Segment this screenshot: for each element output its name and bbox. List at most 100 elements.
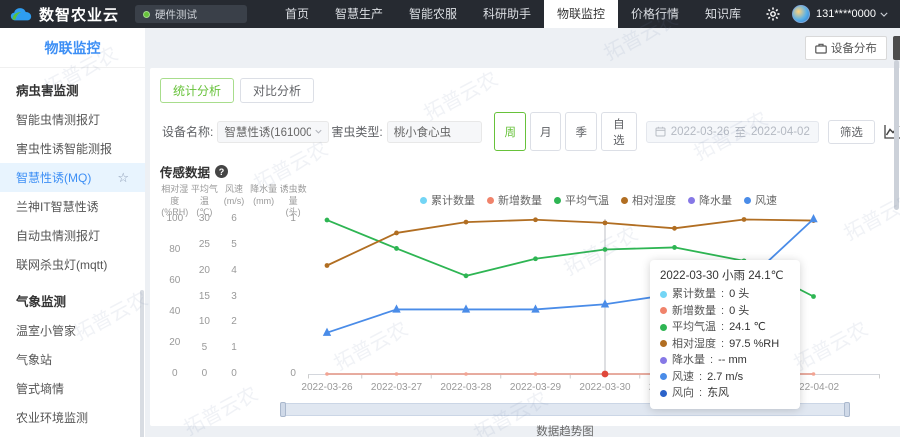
tooltip-value: 0 头: [729, 288, 750, 300]
topbar: 数智农业云 硬件测试 首页 智慧生产 智能农服 科研助手 物联监控 价格行情 知识库 131…: [0, 0, 900, 28]
axis-tick-column: 30 25 20 15 10 5 0: [190, 213, 220, 380]
legend-item[interactable]: 新增数量: [487, 192, 542, 208]
chart-plot[interactable]: 2022-03-30 小雨 24.1℃ 累计数量:0 头新增数量:0 头平均气温…: [308, 214, 880, 409]
device-select-value: 智慧性诱(16100001: [224, 126, 312, 139]
axis-tick: 40: [169, 306, 181, 317]
axis-unit: (mm): [253, 195, 275, 206]
period-1[interactable]: 月: [529, 112, 562, 151]
legend-dot-icon: [487, 196, 494, 204]
nav-item-5[interactable]: 价格行情: [631, 7, 680, 21]
sidebar-item[interactable]: 自动虫情测报灯: [0, 221, 145, 250]
sidebar-item[interactable]: 农业环境监测: [0, 403, 145, 432]
account-menu[interactable]: 131****0000: [816, 8, 888, 20]
sidebar-scrollbar[interactable]: [140, 290, 144, 437]
axis-header: 风速 (m/s): [219, 184, 249, 219]
axis-tick: 60: [169, 275, 181, 286]
tooltip-row: 平均气温:24.1 ℃: [660, 319, 790, 336]
chart-legend: 累计数量 新增数量 平均气温 相对湿度 降水量 风速: [420, 192, 777, 208]
tooltip-rows: 累计数量:0 头新增数量:0 头平均气温:24.1 ℃ 相对湿度:97.5 %RH…: [660, 286, 790, 402]
axis-tick: 6: [231, 213, 237, 224]
tooltip-value: -- mm: [718, 354, 747, 366]
axis-tick: 15: [198, 290, 210, 302]
sidebar-item[interactable]: 气象站: [0, 345, 145, 374]
axis-tick: 1: [231, 342, 237, 354]
nav-item-3[interactable]: 科研助手: [482, 7, 531, 21]
axis-name: 降水量: [250, 184, 278, 194]
legend-item[interactable]: 累计数量: [420, 192, 475, 208]
sidebar-menu: 病虫害监测智能虫情测报灯 害虫性诱智能测报 智慧性诱(MQ) ☆ 兰神IT智慧性诱自动虫…: [0, 68, 145, 437]
sidebar-item[interactable]: 气象监测系统: [0, 432, 145, 437]
datazoom-right-handle[interactable]: [844, 402, 850, 417]
period-3[interactable]: 自选: [600, 112, 637, 151]
topbar-nav: 首页 智慧生产 智能农服 科研助手 物联监控 价格行情 知识库: [272, 0, 754, 28]
panel-icon: [815, 43, 827, 54]
sensor-chart: 相对湿度 (%RH) 平均气温 (℃) 风速 (m/s) 降水量 (mm) 诱虫数量 (头) 累计…: [160, 184, 900, 437]
date-separator: 至: [734, 126, 747, 139]
axis-tick: 80: [169, 244, 181, 255]
legend-item[interactable]: 平均气温: [554, 192, 609, 208]
gear-icon[interactable]: [766, 7, 780, 21]
axis-tick: 2: [231, 316, 237, 328]
axis-tick: 25: [198, 238, 210, 250]
sidebar-item[interactable]: 兰神IT智慧性诱: [0, 192, 145, 221]
axis-name: 风速: [224, 184, 243, 194]
site-select[interactable]: 硬件测试: [135, 5, 248, 23]
tooltip-colon: :: [721, 288, 725, 300]
nav-item-4[interactable]: 物联监控: [544, 0, 619, 28]
legend-dot-icon: [554, 196, 561, 204]
layout: 物联监控 病虫害监测 智能虫情测报灯 害虫性诱智能测报 智慧性诱(MQ) ☆ 兰神IT智慧…: [0, 28, 900, 437]
device-select[interactable]: 智慧性诱(16100001: [217, 120, 330, 143]
tab-1[interactable]: 对比分析: [240, 78, 315, 103]
date-range-picker[interactable]: 2022-03-26 至 2022-04-02: [645, 120, 819, 143]
x-axis-label: 2022-03-26: [301, 382, 353, 393]
axis-header: 诱虫数量 (头): [278, 184, 308, 219]
nav-item-2[interactable]: 智能农服: [408, 7, 457, 21]
x-axis-label: 2022-03-30: [579, 382, 631, 393]
tab-0[interactable]: 统计分析: [160, 78, 235, 103]
sidebar-item[interactable]: 联网杀虫灯(mqtt): [0, 250, 145, 279]
account-phone: 131****0000: [816, 8, 876, 20]
star-icon[interactable]: ☆: [117, 169, 129, 185]
sidebar-item[interactable]: 温室小管家: [0, 316, 145, 345]
legend-dot-icon: [420, 196, 427, 204]
tooltip-title: 2022-03-30 小雨 24.1℃: [660, 270, 784, 282]
nav-item-0[interactable]: 首页: [284, 7, 309, 21]
nav-item-6[interactable]: 知识库: [705, 7, 742, 21]
pest-select[interactable]: 桃小食心虫: [386, 120, 483, 143]
tooltip-colon: :: [699, 387, 703, 399]
sensor-title: 传感数据: [160, 166, 211, 180]
nav-item-1[interactable]: 智慧生产: [334, 7, 383, 21]
legend-item[interactable]: 风速: [744, 192, 777, 208]
view-switch-0[interactable]: 设备分布: [804, 36, 887, 60]
sidebar-item[interactable]: 管式墒情: [0, 374, 145, 403]
axis-headers: 相对湿度 (%RH) 平均气温 (℃) 风速 (m/s) 降水量 (mm) 诱虫数量 (头): [160, 184, 308, 219]
page-scrollbar[interactable]: [894, 60, 899, 210]
sidebar-item-label: 兰神IT智慧性诱: [16, 200, 99, 214]
axis-tick: 4: [231, 264, 237, 276]
sidebar-section-header: 病虫害监测: [16, 84, 79, 98]
avatar[interactable]: [792, 5, 811, 23]
period-2[interactable]: 季: [565, 112, 597, 151]
help-icon[interactable]: ?: [215, 165, 229, 178]
datazoom-left-handle[interactable]: [280, 402, 286, 417]
view-switch-1[interactable]: 数据分析: [892, 36, 900, 60]
tooltip-value: 24.1 ℃: [729, 321, 766, 333]
sidebar-item[interactable]: 智慧性诱(MQ) ☆: [0, 163, 145, 192]
tooltip-value: 0 头: [729, 304, 750, 317]
filter-button[interactable]: 筛选: [827, 119, 875, 144]
axis-tick: 0: [231, 368, 237, 379]
legend-label: 新增数量: [498, 195, 542, 207]
tooltip-colon: :: [721, 321, 725, 333]
x-axis-label: 2022-03-28: [440, 382, 492, 393]
legend-item[interactable]: 相对湿度: [621, 192, 676, 208]
view-switch: 设备分布数据分析图像列表: [150, 36, 900, 60]
sidebar-item[interactable]: 害虫性诱智能测报: [0, 134, 145, 163]
tooltip-colon: :: [721, 304, 725, 317]
axis-tick: 0: [290, 368, 296, 379]
sidebar-item-label: 温室小管家: [16, 324, 77, 338]
legend-label: 相对湿度: [632, 195, 676, 207]
legend-item[interactable]: 降水量: [688, 192, 732, 208]
chevron-down-icon: [315, 129, 322, 134]
period-0[interactable]: 周: [494, 112, 526, 151]
sidebar-item[interactable]: 智能虫情测报灯: [0, 105, 145, 134]
